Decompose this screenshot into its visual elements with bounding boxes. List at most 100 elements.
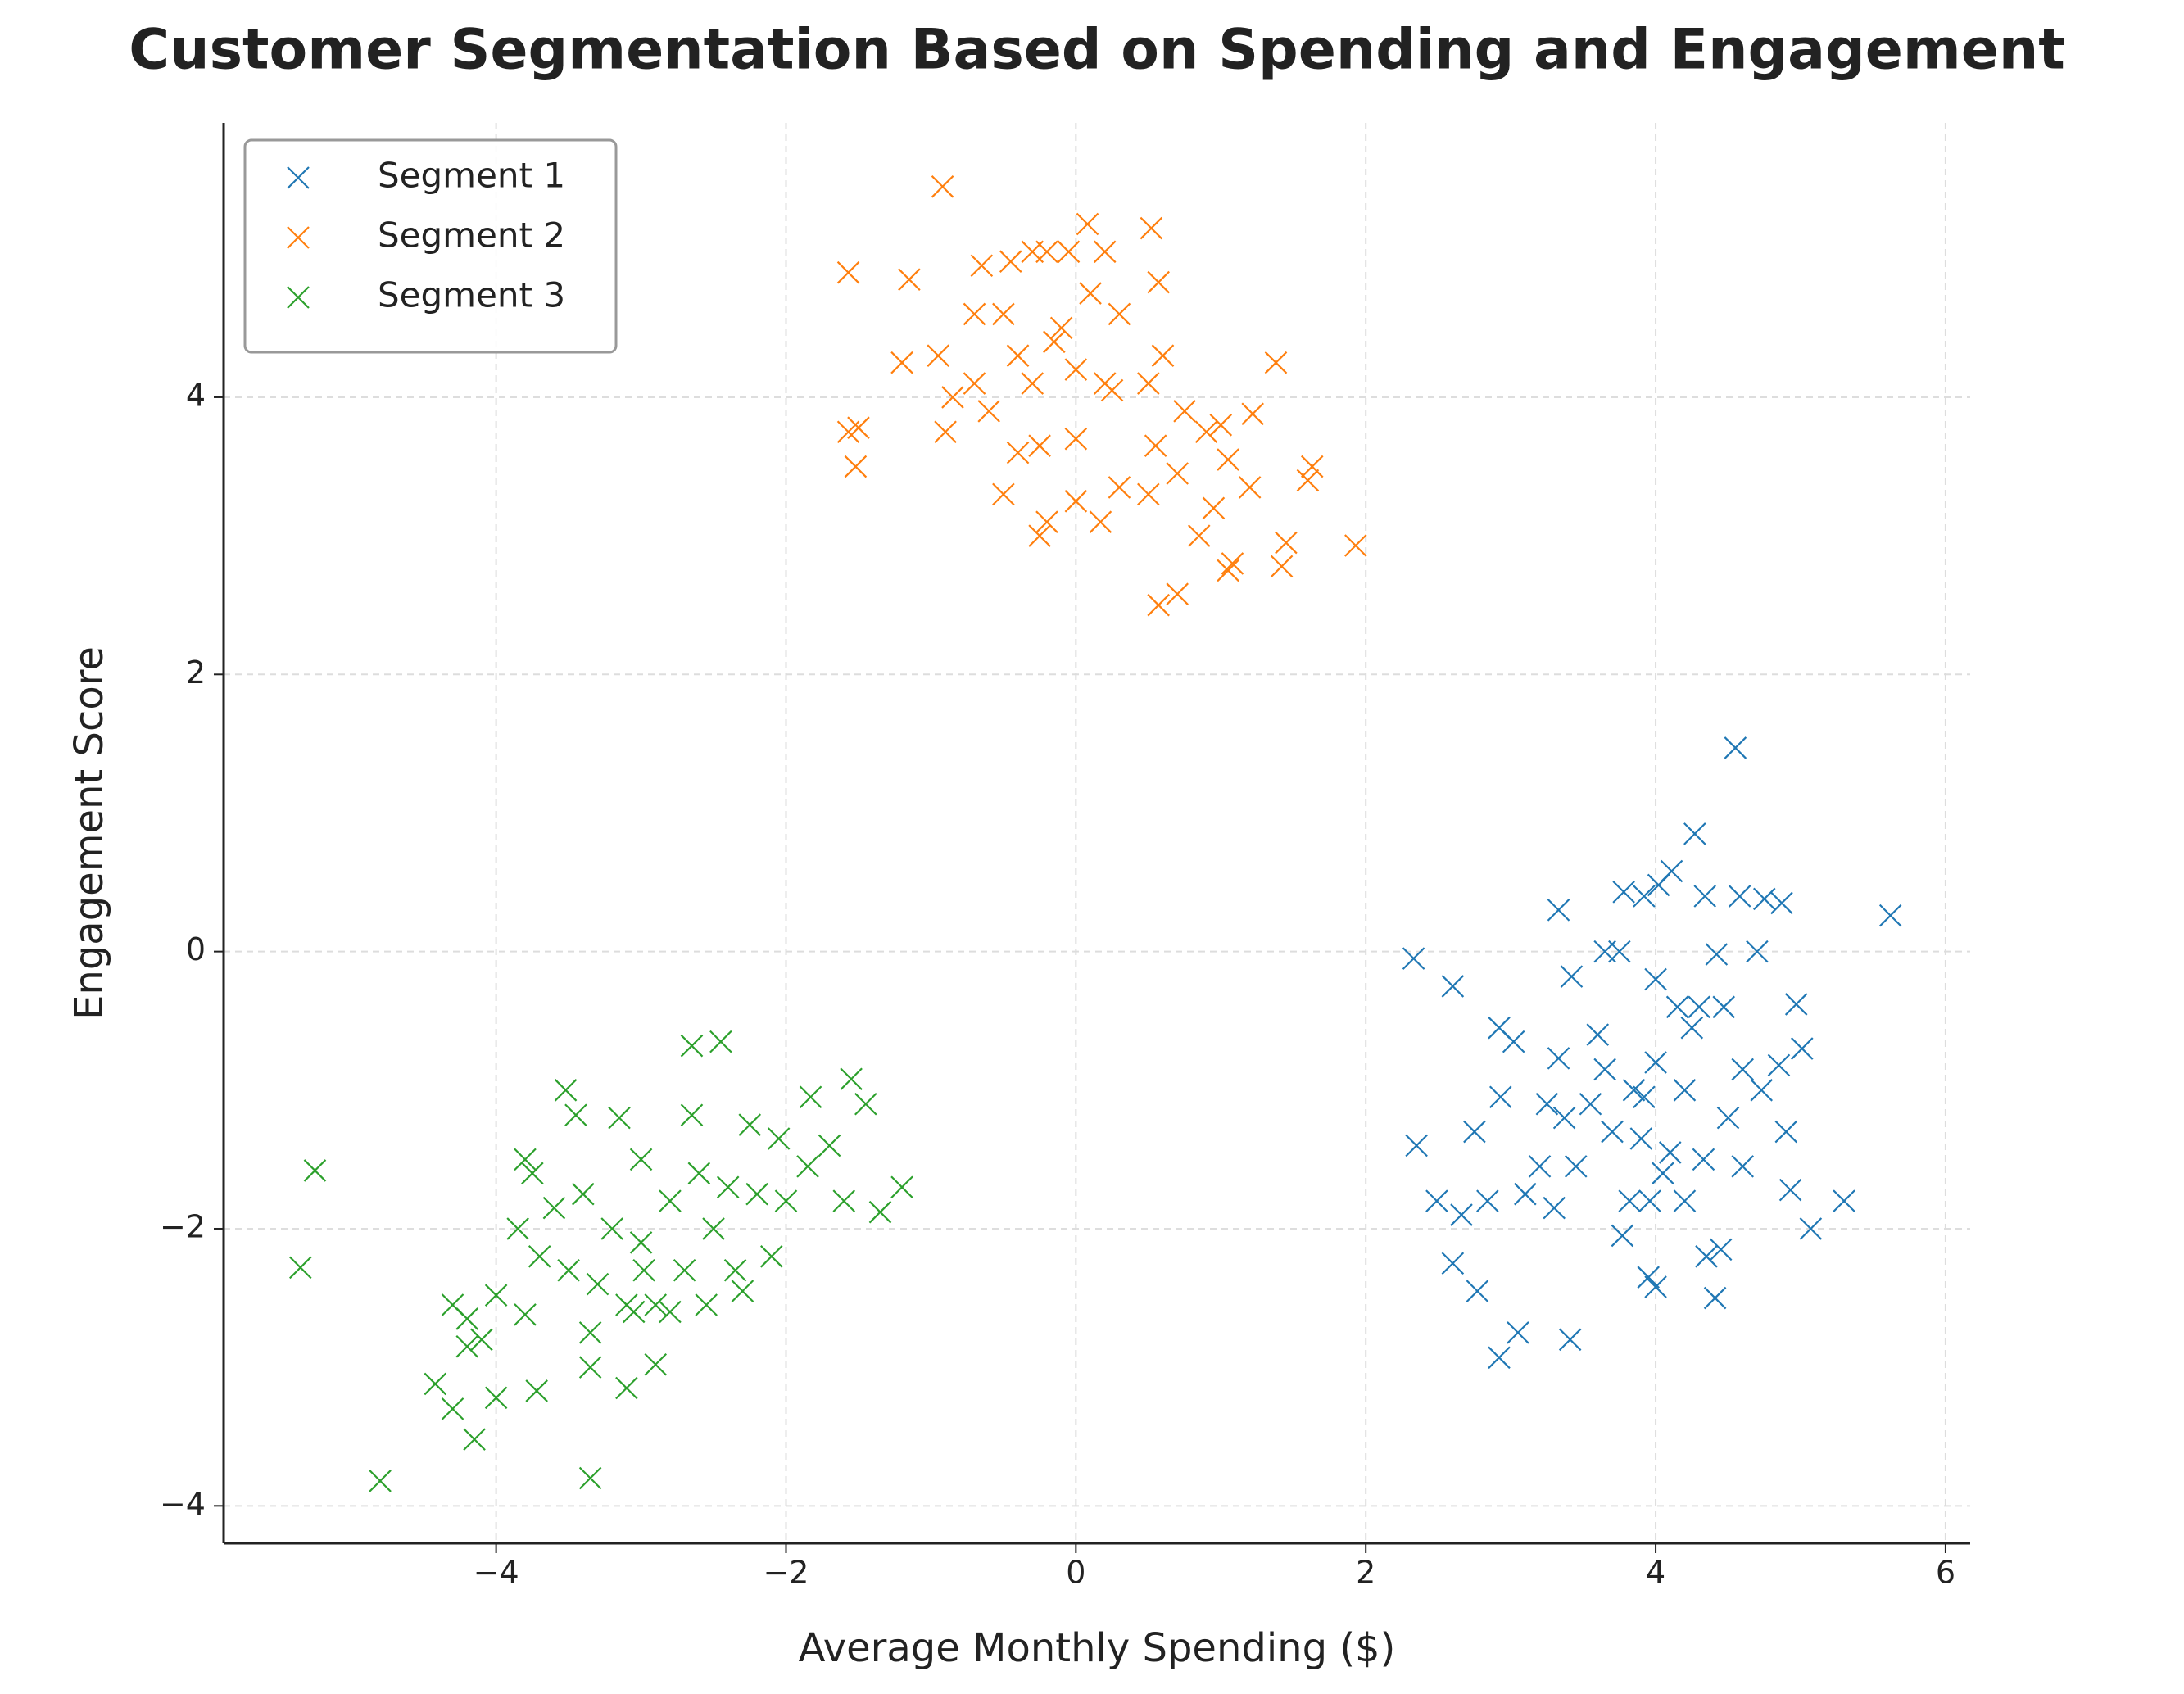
point [1703,1286,1727,1310]
point [832,1189,856,1212]
point [424,1372,447,1396]
point [934,420,957,444]
point [644,1352,668,1376]
point [1560,965,1584,988]
point [1140,216,1163,240]
point [1035,510,1058,533]
point [1187,524,1211,547]
point [847,416,870,439]
point [1076,212,1099,236]
point [796,1155,819,1178]
point [709,1030,732,1053]
point [731,1280,754,1302]
point [890,351,913,374]
point [1147,593,1170,617]
point [774,1189,798,1212]
point [1209,414,1233,437]
legend-box [243,138,618,354]
point [1064,490,1088,513]
point [1166,582,1189,605]
point [441,1397,464,1420]
point [1064,358,1088,381]
point [1144,434,1167,457]
point [572,1182,595,1206]
point [1633,885,1656,908]
point [1790,1037,1814,1060]
x-tick-label: 0 [1066,1555,1085,1591]
point [1476,1189,1499,1212]
point [1693,885,1716,908]
point [1300,455,1324,478]
point [1778,1178,1802,1202]
point [1064,427,1088,451]
point [1724,736,1747,759]
point [1731,1058,1754,1081]
point [615,1293,638,1316]
point [1079,282,1102,305]
point [1629,1127,1653,1150]
point [1695,1245,1718,1268]
point [680,1103,704,1127]
point [1552,1106,1576,1130]
point [629,1231,653,1254]
point [1692,1148,1715,1171]
point [1712,995,1735,1019]
point [600,1217,623,1240]
point [1680,1016,1704,1040]
y-tick-label: −2 [160,1208,206,1244]
point [484,1386,508,1410]
point [1705,943,1729,966]
point [1709,1238,1733,1261]
point [632,1258,655,1282]
point [1688,995,1710,1019]
point [484,1284,508,1307]
point [1006,441,1030,464]
point [441,1293,464,1316]
point [1488,1085,1512,1109]
point [854,1092,877,1116]
point [1028,524,1051,547]
point [1767,1053,1791,1077]
point [931,175,954,198]
point [1057,240,1081,264]
y-tick-label: 0 [186,931,206,967]
x-tick-label: −4 [474,1555,519,1591]
point [1035,240,1058,264]
point [760,1245,783,1268]
point [554,1079,578,1102]
point [303,1159,327,1182]
point [687,1162,711,1185]
point [898,268,921,291]
point [1683,822,1706,845]
point [1241,402,1264,426]
x-tick-label: 4 [1646,1555,1665,1591]
point [1543,1196,1566,1220]
point [586,1272,609,1296]
point [844,455,868,478]
point [673,1258,696,1282]
point [1833,1189,1855,1212]
point [970,254,994,278]
point [1618,1189,1641,1212]
point [1221,552,1244,575]
point [1528,1155,1552,1178]
point [608,1106,631,1130]
chart-title: Customer Segmentation Based on Spending … [129,18,2065,83]
point [1586,1023,1610,1046]
point [1441,1252,1465,1275]
point [1784,993,1808,1016]
point [659,1300,682,1324]
point [1878,904,1902,927]
point [578,1466,602,1490]
point [1270,555,1294,578]
point [723,1258,747,1282]
point [1665,995,1689,1019]
point [1450,1203,1473,1226]
point [818,1134,841,1157]
point [1750,1079,1773,1102]
point [1622,1079,1646,1102]
point [1673,1079,1697,1102]
point [840,1067,863,1091]
point [1502,1030,1525,1053]
point [564,1103,587,1127]
